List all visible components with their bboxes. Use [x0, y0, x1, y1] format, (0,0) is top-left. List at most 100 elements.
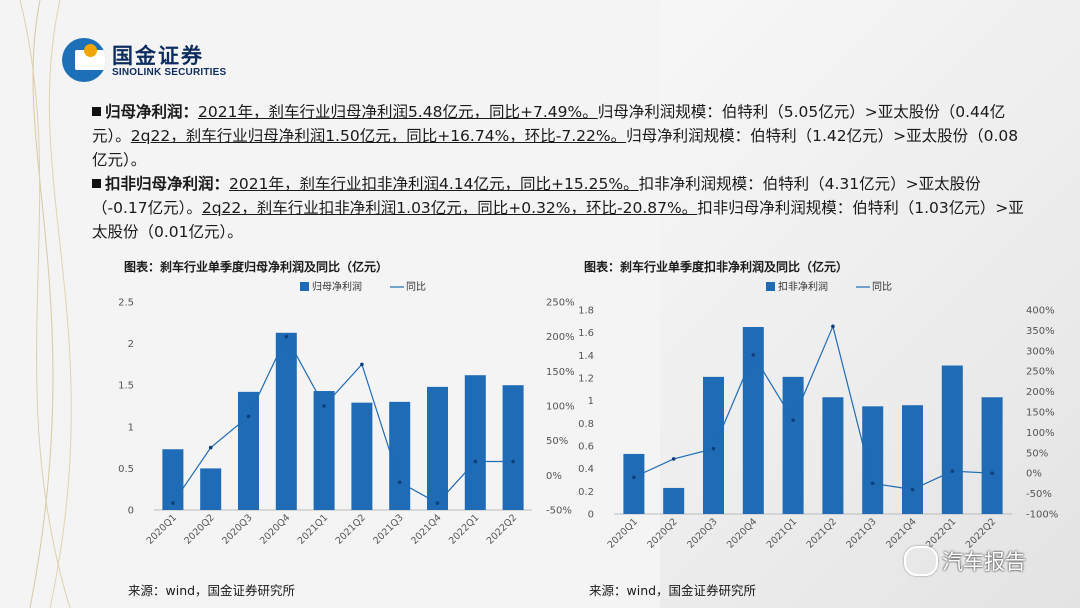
y2-tick-label: -50%	[1026, 489, 1052, 500]
x-tick-label: 2020Q1	[145, 512, 179, 546]
y2-tick-label: 0%	[1026, 469, 1042, 480]
line-point	[910, 487, 915, 492]
y2-tick-label: 150%	[546, 367, 575, 378]
x-tick-label: 2020Q3	[685, 516, 719, 550]
line-point	[870, 481, 875, 486]
y-tick-label: 1.4	[578, 351, 594, 362]
legend-line-label: 同比	[872, 281, 892, 293]
chart-deducted-profit: 扣非净利润 同比 0 0.2 0.4 0.6 0.8 1 1.2 1.4 1.6 1.8 -100% -5…	[578, 280, 1058, 551]
y-tick-label: 1	[588, 396, 594, 407]
chart-source-right: 来源：wind，国金证券研究所	[589, 583, 757, 598]
bar	[663, 487, 685, 514]
brand-logo: 国金证券 SINOLINK SECURITIES	[62, 38, 262, 84]
bar	[822, 397, 844, 514]
bar	[703, 376, 724, 514]
brand-logo-icon	[62, 38, 106, 82]
legend-bar-swatch	[300, 282, 309, 291]
y-tick-label: 1	[128, 422, 134, 433]
y-tick-label: 0.8	[578, 419, 594, 430]
bar	[427, 386, 448, 510]
line-point	[511, 459, 515, 464]
wechat-icon	[904, 546, 938, 576]
summary-bullets: 归母净利润：2021年，刹车行业归母净利润5.48亿元，同比+7.49%。归母净…	[92, 100, 1032, 244]
y-tick-label: 0.2	[578, 487, 594, 498]
y-tick-label: 0	[588, 510, 594, 521]
line-point	[473, 459, 478, 464]
line-point	[322, 404, 326, 408]
y2-tick-label: 250%	[1026, 367, 1055, 378]
yoy-line	[633, 324, 993, 491]
bar	[862, 406, 884, 514]
line-point	[435, 501, 440, 505]
bullet-square-icon	[92, 107, 101, 116]
brand-name-en: SINOLINK SECURITIES	[112, 67, 227, 78]
bar	[313, 391, 335, 510]
yoy-line	[172, 335, 514, 504]
bar	[623, 453, 645, 514]
y-tick-label: 0.4	[578, 464, 594, 475]
bullet-underlined-text: 2q22，刹车行业扣非净利润1.03亿元，同比+0.32%，环比-20.87%。	[201, 199, 698, 217]
y2-tick-label: 100%	[546, 402, 575, 413]
bullet-label: 归母净利润：	[105, 103, 199, 121]
y2-tick-label: 100%	[1026, 428, 1055, 439]
line-point	[632, 475, 636, 480]
x-tick-label: 2022Q1	[447, 512, 481, 546]
bullet-text: 归母净利润规模：伯特利（5.05亿元）>亚太股份（0.44亿元）。	[92, 103, 1006, 145]
watermark: 汽车报告	[904, 544, 1054, 578]
bullet-underlined-text: 2021年，刹车行业归母净利润5.48亿元，同比+7.49%。	[198, 103, 598, 121]
bar	[351, 402, 373, 510]
bullet-underlined-text: 2q22，刹车行业归母净利润1.50亿元，同比+16.74%，环比-7.22%。	[130, 127, 627, 145]
watermark-text: 汽车报告	[942, 550, 1026, 574]
line-point	[990, 471, 994, 475]
x-tick-label: 2020Q4	[258, 512, 292, 546]
legend-line-label: 同比	[406, 281, 426, 293]
y2-tick-label: 0%	[546, 471, 562, 482]
x-tick-label: 2021Q3	[371, 512, 405, 546]
line-point	[284, 334, 289, 339]
bullet-text: 归母净利润规模：伯特利（1.42亿元）>亚太股份（0.08亿元）。	[92, 127, 1019, 169]
bar	[238, 391, 259, 510]
chart-title-right: 图表：刹车行业单季度扣非净利润及同比（亿元）	[584, 260, 849, 274]
x-tick-label: 2020Q2	[645, 516, 679, 550]
bullet-text: 扣非归母净利润规模：伯特利（1.03亿元）>亚太股份（0.01亿元）。	[92, 199, 1024, 241]
bar	[941, 365, 963, 514]
chart-net-profit: 归母净利润 同比 0 0.5 1 1.5 2 2.5 -50% 0% 50% 100% 150% 200%…	[118, 280, 575, 547]
bullet-net-profit: 归母净利润：2021年，刹车行业归母净利润5.48亿元，同比+7.49%。归母净…	[92, 100, 1032, 172]
line-point	[791, 418, 795, 422]
y2-tick-label: 150%	[1026, 408, 1055, 419]
bullet-text: 扣非净利润规模：伯特利（4.31亿元）>亚太股份（-0.17亿元）。	[92, 175, 981, 217]
x-tick-label: 2020Q3	[220, 512, 254, 546]
x-tick-label: 2021Q3	[844, 516, 878, 550]
legend-bar-label: 扣非净利润	[778, 280, 828, 293]
line-point	[711, 446, 716, 451]
x-tick-label: 2020Q1	[606, 516, 640, 550]
x-tick-label: 2020Q4	[725, 516, 759, 550]
bar	[162, 449, 184, 510]
y2-tick-label: -100%	[1026, 510, 1058, 521]
brand-name-cn: 国金证券	[112, 44, 204, 68]
bar	[389, 401, 411, 510]
y2-tick-label: 300%	[1026, 346, 1055, 357]
y2-tick-label: -50%	[546, 506, 572, 517]
line-point	[360, 362, 364, 367]
decorative-lines	[19, 0, 72, 608]
y2-tick-label: 50%	[546, 436, 568, 447]
bullet-label: 扣非归母净利润：	[105, 175, 230, 193]
y-tick-label: 1.8	[578, 306, 594, 317]
y2-tick-label: 350%	[1026, 326, 1055, 337]
bar	[782, 376, 804, 514]
legend-bar-label: 归母净利润	[312, 280, 362, 293]
bullet-deducted-profit: 扣非归母净利润：2021年，刹车行业扣非净利润4.14亿元，同比+15.25%。…	[92, 172, 1032, 244]
bar	[464, 375, 486, 510]
line-point	[171, 501, 175, 505]
y-tick-label: 0.6	[578, 442, 594, 453]
bar	[981, 397, 1003, 514]
x-tick-label: 2021Q1	[765, 516, 799, 550]
bullet-underlined-text: 2021年，刹车行业扣非净利润4.14亿元，同比+15.25%。	[229, 175, 639, 193]
x-tick-label: 2021Q2	[334, 512, 368, 546]
y2-tick-label: 400%	[1026, 306, 1055, 317]
x-tick-label: 2022Q2	[485, 512, 519, 546]
y-tick-label: 2.5	[118, 298, 134, 309]
x-tick-label: 2021Q1	[296, 512, 330, 546]
line-point	[397, 480, 402, 485]
